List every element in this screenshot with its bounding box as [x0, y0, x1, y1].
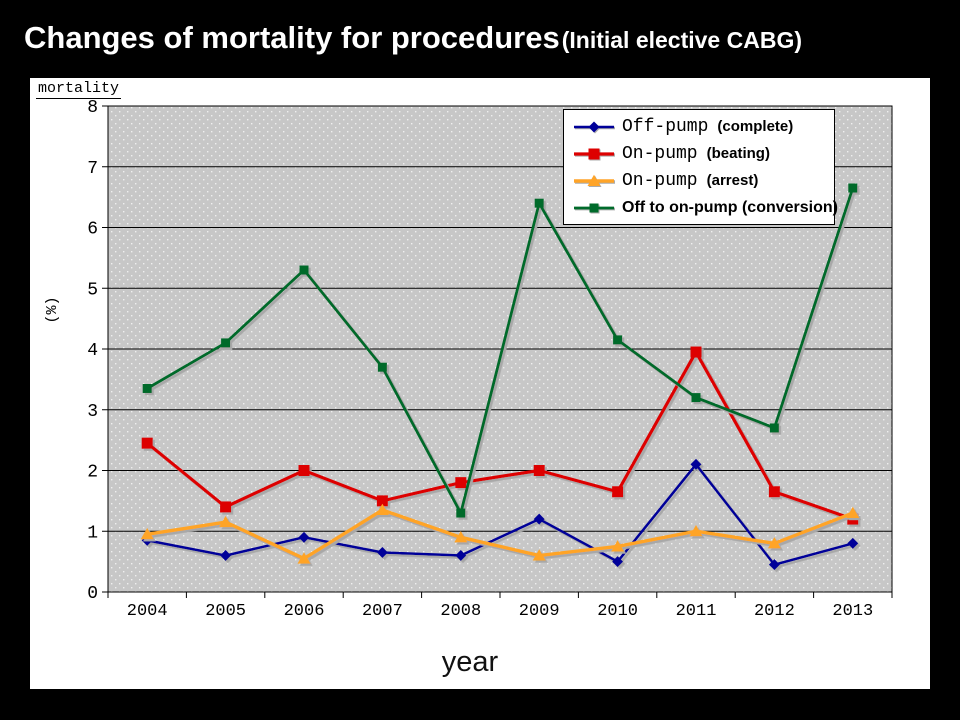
y-tick-label: 2: [87, 463, 98, 483]
data-point-marker: [690, 458, 702, 470]
legend-marker-icon: [574, 203, 614, 212]
x-axis-title: year: [441, 646, 499, 678]
data-point-marker: [689, 524, 703, 537]
data-point-marker: [534, 198, 544, 208]
data-point-marker: [769, 423, 779, 433]
data-point-marker: [612, 486, 624, 498]
data-point-marker: [848, 183, 858, 193]
legend-item: On-pump (beating): [573, 140, 834, 167]
legend-marker-icon: [574, 174, 614, 186]
data-point-marker: [588, 148, 600, 159]
data-point-marker: [141, 437, 153, 449]
series-off-to-on-pump-conversion-: [142, 183, 858, 518]
legend-item: On-pump (arrest): [573, 167, 834, 194]
page-title-main: Changes of mortality for procedures: [24, 20, 560, 55]
legend-label: Off to on-pump (conversion): [622, 198, 838, 216]
data-point-marker: [587, 174, 601, 186]
page-title: Changes of mortality for procedures (Ini…: [24, 20, 802, 56]
data-point-marker: [768, 486, 780, 498]
legend-qualifier: (complete): [717, 118, 794, 135]
data-point-marker: [847, 513, 859, 525]
data-point-marker: [140, 527, 154, 540]
x-tick-label: 2010: [597, 602, 638, 621]
legend-item: Off-pump (complete): [573, 113, 834, 140]
data-point-marker: [613, 335, 623, 345]
data-point-marker: [612, 556, 624, 568]
data-point-marker: [588, 121, 600, 132]
data-point-marker: [768, 559, 780, 571]
data-point-marker: [142, 383, 152, 393]
chart-panel: 0 1 2 3 4 5 6 7 8 2004 2005 2006 2007 2008 2009 2010 201…: [30, 78, 930, 689]
data-point-marker: [532, 549, 546, 561]
x-tick-label: 2013: [832, 602, 873, 621]
y-tick-label: 8: [87, 98, 98, 118]
x-tick-label: 2006: [284, 602, 325, 621]
y-axis-title: (%): [44, 296, 61, 324]
x-tick-label: 2009: [519, 602, 560, 621]
data-point-marker: [221, 338, 231, 348]
y-tick-label: 3: [87, 402, 98, 422]
data-point-marker: [846, 506, 860, 519]
legend-label: On-pump: [622, 170, 698, 191]
data-point-marker: [377, 362, 387, 372]
legend-marker-icon: [574, 148, 614, 159]
data-point-marker: [533, 465, 545, 476]
data-point-marker: [767, 537, 781, 549]
x-tick-label: 2004: [127, 602, 168, 621]
data-point-marker: [298, 465, 310, 476]
y-tick-label: 0: [87, 584, 98, 604]
x-tick-label: 2011: [676, 602, 717, 621]
y-tick-label: 7: [87, 159, 98, 179]
x-tick-label: 2005: [205, 602, 246, 621]
legend-qualifier: (arrest): [706, 172, 759, 189]
data-point-marker: [533, 513, 545, 525]
page-title-sub: (Initial elective CABG): [561, 27, 802, 53]
series-line: [146, 348, 854, 521]
series-line: [146, 462, 854, 567]
data-point-marker: [455, 477, 467, 489]
data-point-marker: [690, 346, 702, 358]
data-point-marker: [376, 547, 388, 559]
y-tick-label: 1: [87, 523, 98, 543]
data-point-marker: [456, 508, 466, 518]
y-tick-label: 4: [87, 341, 98, 361]
x-tick-label: 2012: [754, 602, 795, 621]
data-point-marker: [691, 393, 701, 403]
data-point-marker: [297, 552, 311, 564]
series-on-pump: [141, 346, 859, 525]
data-point-marker: [454, 531, 468, 543]
x-tick-label: 2007: [362, 602, 403, 621]
legend-item: Off to on-pump (conversion): [573, 194, 838, 221]
data-point-marker: [220, 550, 232, 562]
chart-legend: Off-pump (complete) On-pump (beating) On-pum…: [563, 109, 838, 225]
series-line: [146, 508, 854, 561]
data-point-marker: [589, 203, 599, 212]
data-point-marker: [611, 540, 625, 552]
data-point-marker: [220, 501, 232, 513]
legend-qualifier: (beating): [706, 145, 770, 162]
series-on-pump: [140, 503, 860, 564]
x-tick-label: 2008: [440, 602, 481, 621]
data-point-marker: [455, 550, 467, 562]
data-point-marker: [299, 265, 309, 275]
legend-label: Off-pump: [622, 116, 709, 137]
series-line: [146, 187, 855, 517]
y-tick-label: 5: [87, 280, 98, 300]
data-point-marker: [375, 503, 389, 515]
legend-marker-icon: [574, 121, 614, 132]
y-tick-label: 6: [87, 220, 98, 240]
data-point-marker: [847, 537, 859, 549]
series-off-pump: [141, 458, 859, 571]
data-point-marker: [376, 495, 388, 507]
data-point-marker: [219, 515, 233, 528]
corner-label: mortality: [36, 80, 122, 99]
data-point-marker: [298, 531, 310, 543]
legend-label: On-pump: [622, 143, 698, 164]
